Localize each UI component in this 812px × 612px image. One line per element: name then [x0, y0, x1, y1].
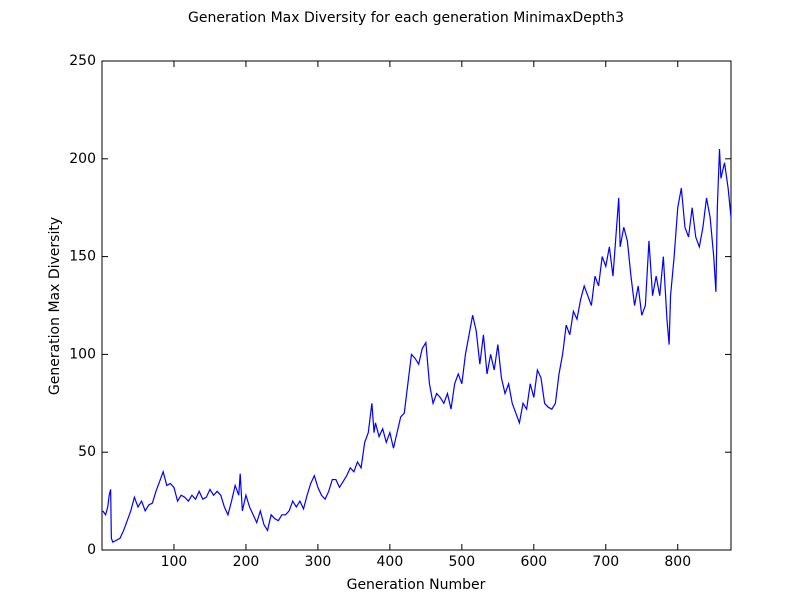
y-tick-label: 100	[69, 346, 96, 362]
x-tick-label: 100	[161, 554, 188, 570]
x-axis-label: Generation Number	[347, 577, 486, 593]
x-tick-label: 700	[592, 554, 619, 570]
x-tick-label: 400	[377, 554, 404, 570]
y-axis-label: Generation Max Diversity	[47, 217, 63, 395]
data-line	[102, 148, 732, 544]
y-tick-label: 250	[69, 53, 96, 69]
x-tick-label: 200	[233, 554, 260, 570]
x-tick-label: 600	[520, 554, 547, 570]
x-tick-label: 500	[448, 554, 475, 570]
chart-title: Generation Max Diversity for each genera…	[188, 10, 624, 26]
y-tick-label: 200	[69, 151, 96, 167]
y-tick-label: 150	[69, 249, 96, 265]
y-tick-label: 50	[78, 444, 96, 460]
x-tick-label: 800	[664, 554, 691, 570]
x-tick-label: 300	[305, 554, 332, 570]
axes-frame	[101, 60, 732, 551]
y-tick-label: 0	[87, 542, 96, 558]
